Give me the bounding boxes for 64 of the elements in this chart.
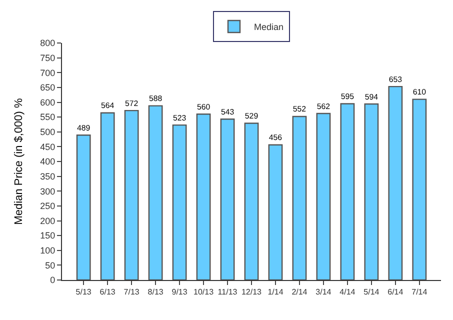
y-tick-label: 550 [40,112,56,122]
bar [124,110,139,280]
bar [76,134,91,280]
legend-label: Median [254,22,284,32]
y-tick-label: 450 [40,142,56,152]
y-tick-label: 250 [40,201,56,212]
x-tick-label: 1/14 [268,288,284,297]
y-tick-label: 600 [40,97,56,108]
y-tick-label: 800 [40,38,56,48]
y-tick-label: 300 [40,186,56,196]
y-tick-label: 350 [40,171,56,182]
data-label: 572 [124,98,138,108]
data-label: 543 [220,107,235,116]
bar [364,103,379,280]
bar [148,105,163,280]
data-label: 588 [148,94,163,104]
x-tick-label: 5/14 [364,288,380,297]
bar [220,118,235,280]
y-tick-label: 400 [40,156,56,167]
y-axis-title: Median Price (in $,000) % [12,98,25,225]
x-tick-label: 9/13 [172,288,188,297]
data-label: 523 [172,113,187,122]
y-tick-label: 0 [50,275,56,286]
x-tick-label: 11/13 [218,288,238,297]
bar [292,116,307,280]
x-tick-label: 7/13 [124,288,140,297]
y-tick-label: 500 [40,127,56,138]
data-label: 594 [364,92,379,102]
data-label: 653 [388,74,403,84]
bar [196,114,211,280]
x-tick-label: 3/14 [316,288,332,297]
bar [244,122,259,280]
bar [316,112,331,280]
x-tick-label: 8/13 [148,288,164,297]
x-tick-label: 4/14 [340,288,356,297]
y-tick-label: 700 [40,68,56,78]
y-tick-label: 150 [40,230,56,241]
x-tick-label: 5/13 [76,288,92,297]
bar [340,103,355,280]
data-label: 610 [412,88,427,97]
bar [100,112,115,280]
y-tick-label: 650 [40,82,56,93]
y-tick-label: 50 [45,260,56,270]
bar [268,144,283,280]
data-label: 552 [292,104,306,114]
x-tick-label: 6/14 [388,288,404,297]
data-label: 562 [316,102,330,111]
data-label: 560 [196,102,211,112]
x-tick-label: 2/14 [292,288,308,297]
x-tick-label: 10/13 [194,288,214,297]
y-tick-label: 200 [40,216,56,226]
bar [412,98,427,280]
bar [388,86,403,280]
bar [172,124,187,280]
y-tick-label: 750 [40,52,56,63]
x-tick-label: 12/13 [241,288,262,297]
data-label: 489 [77,123,91,132]
data-label: 595 [340,92,355,101]
data-label: 456 [268,133,283,142]
y-tick-label: 100 [40,246,56,256]
x-tick-label: 7/14 [412,288,428,297]
x-tick-label: 6/13 [100,288,116,297]
data-label: 529 [244,112,259,121]
data-label: 564 [101,101,115,110]
